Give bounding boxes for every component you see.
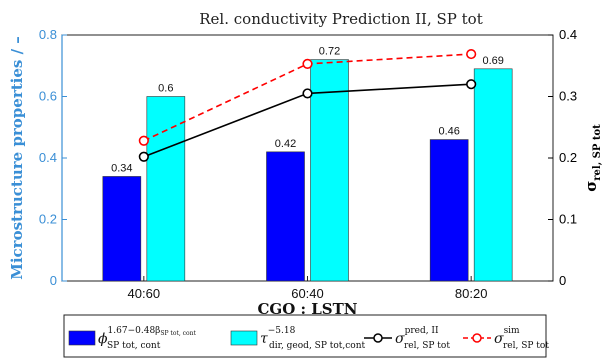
series-point bbox=[138, 151, 149, 162]
right-tick-label: 0 bbox=[559, 273, 566, 288]
bar-value-label: 0.42 bbox=[275, 138, 296, 150]
legend-label: σpred, II rel, SP tot bbox=[395, 326, 450, 351]
bar bbox=[310, 59, 349, 282]
legend-label: ϕ1.67−0.48βSP tot, cont SP tot, cont bbox=[98, 326, 197, 351]
legend-swatch bbox=[230, 330, 258, 346]
x-tick-label: 80:20 bbox=[455, 286, 488, 301]
bar bbox=[102, 176, 142, 282]
legend: ϕ1.67−0.48βSP tot, cont SP tot, cont τ−5.1… bbox=[63, 314, 549, 358]
series-point bbox=[466, 79, 477, 90]
right-tick-label: 0.1 bbox=[559, 212, 577, 227]
plot-area: 0 0.2 0.4 0.6 0.8 Microstructure properties /… bbox=[8, 27, 603, 318]
chart-title: Rel. conductivity Prediction II, SP tot bbox=[199, 10, 482, 28]
bar-value-label: 0.69 bbox=[482, 55, 503, 67]
left-tick-label: 0.6 bbox=[39, 89, 57, 104]
x-axis-label: CGO : LSTN bbox=[257, 300, 357, 318]
bar bbox=[429, 139, 469, 282]
right-axis-label: σrel, SP tot bbox=[582, 124, 603, 192]
series-point bbox=[302, 88, 313, 99]
bar bbox=[266, 151, 305, 282]
left-tick-label: 0.2 bbox=[39, 212, 57, 227]
left-axis-label: Microstructure properties / – bbox=[8, 36, 26, 280]
bar-value-label: 0.46 bbox=[438, 126, 459, 138]
bar-value-label: 0.72 bbox=[319, 46, 340, 58]
right-tick-label: 0.3 bbox=[559, 89, 577, 104]
x-tick-label: 60:40 bbox=[291, 286, 324, 301]
left-tick-label: 0.4 bbox=[39, 150, 57, 165]
bar-value-label: 0.6 bbox=[158, 83, 173, 95]
bar bbox=[473, 68, 513, 282]
legend-marker bbox=[373, 333, 383, 343]
left-tick-label: 0 bbox=[50, 273, 57, 288]
right-tick-label: 0.4 bbox=[559, 27, 577, 42]
legend-label: τ−5.18 dir, geod, SP tot,cont bbox=[260, 326, 366, 351]
legend-box bbox=[63, 314, 547, 358]
bar bbox=[146, 96, 186, 282]
bar-value-label: 0.34 bbox=[111, 162, 132, 174]
series-point bbox=[138, 135, 149, 146]
x-tick-label: 40:60 bbox=[128, 286, 161, 301]
series-point bbox=[302, 58, 313, 70]
legend-swatch bbox=[68, 330, 96, 346]
right-tick-label: 0.2 bbox=[559, 150, 577, 165]
legend-marker bbox=[472, 333, 482, 343]
legend-label: σsim rel, SP tot bbox=[494, 326, 549, 351]
left-tick-label: 0.8 bbox=[39, 27, 57, 42]
series-point bbox=[466, 48, 477, 60]
